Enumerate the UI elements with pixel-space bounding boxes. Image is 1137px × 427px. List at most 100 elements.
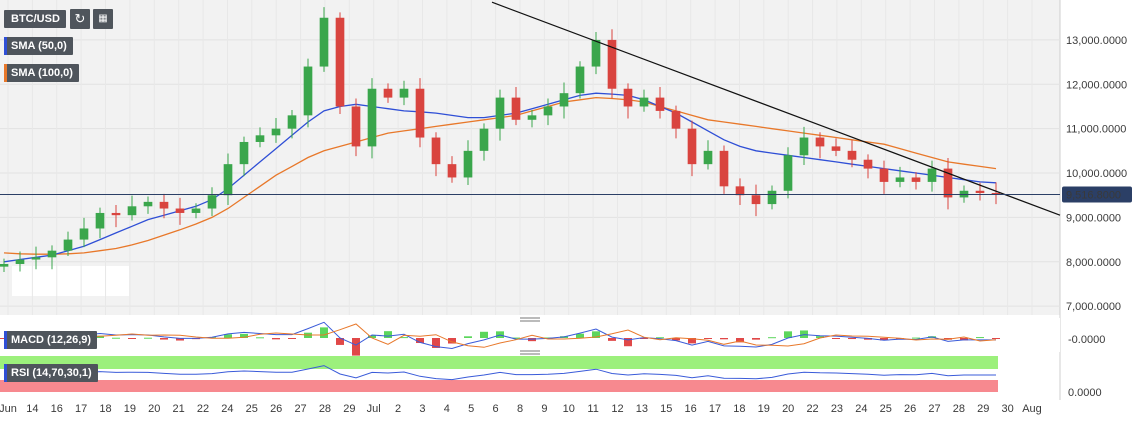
candle-body [255,135,265,142]
y-tick-label: 12,000.0000 [1066,79,1127,91]
macd-histogram-bar [448,338,456,344]
macd-histogram-bar [832,338,840,339]
macd-histogram-bar [256,337,264,339]
macd-histogram-bar [784,331,792,338]
macd-histogram-bar [816,336,824,338]
macd-histogram-bar [960,338,968,341]
candle-body [719,150,729,187]
macd-histogram-bar [880,338,888,341]
macd-histogram-bar [704,338,712,339]
candle-body [367,88,377,147]
macd-histogram-bar [768,337,776,339]
candle [895,166,905,188]
candle [191,203,201,219]
candle-body [767,190,777,205]
candle [335,12,345,115]
macd-histogram-bar [160,338,168,340]
candle-body [735,186,745,196]
x-tick-label: Jul [367,403,381,415]
candle-body [799,137,809,156]
candle-body [591,39,601,67]
macd-histogram-bar [640,338,648,339]
macd-legend[interactable]: MACD (12,26,9) [4,331,98,349]
grid [0,39,1060,307]
candle-body [15,259,25,264]
candle [671,105,681,139]
candle [783,147,793,199]
rsi-legend[interactable]: RSI (14,70,30,1) [4,364,98,382]
x-tick-label: 27 [294,403,306,415]
candle-body [239,141,249,165]
calendar-icon[interactable]: ▦ [93,9,113,29]
candle-body [287,115,297,129]
x-tick-label: 9 [541,403,547,415]
macd-histogram-bar [112,337,120,339]
candle-body [175,208,185,213]
candle [447,156,457,183]
candle-body [783,155,793,191]
candle [479,123,489,161]
candle-body [943,168,953,198]
candle-body [671,110,681,129]
x-tick-label: 15 [660,403,672,415]
candle-body [399,88,409,98]
blank-overlay [12,266,129,296]
candle [415,78,425,148]
candle [495,89,505,141]
sma50-color-tag [4,37,7,55]
candle-body [575,66,585,94]
refresh-icon[interactable]: ↻ [70,9,90,29]
candle-body [879,168,889,182]
macd-histogram-bar [96,335,104,338]
candle-body [159,201,169,209]
x-tick-label: 19 [758,403,770,415]
x-tick-label: 25 [880,403,892,415]
macd-histogram-bar [144,337,152,339]
x-tick-label: 25 [246,403,258,415]
macd-histogram-bar [336,338,344,345]
macd-histogram-bar [128,338,136,339]
macd-histogram-bar [688,338,696,344]
candle [287,110,297,139]
candle-body [687,128,697,165]
macd-histogram-bar [352,338,360,356]
macd-histogram-bar [272,338,280,340]
candle [703,140,713,170]
candle-body [479,128,489,151]
macd-histogram-bar [224,334,232,338]
macd-histogram-bar [592,331,600,338]
x-tick-label: 26 [270,403,282,415]
candle [511,86,521,126]
y-tick-label: 7,000.0000 [1066,301,1121,313]
candle [815,132,825,159]
candle [719,145,729,194]
x-tick-label: Aug [1022,403,1042,415]
candle [799,126,809,166]
candle-body [815,137,825,147]
x-tick-label: 29 [977,403,989,415]
candle [15,251,25,272]
x-axis: Jun 14 16 17 18 19 20 21 22 24 25 26 27 28 29 Jul 2 3 4 5 6 8… [0,403,1042,415]
candle-body [111,212,121,216]
x-tick-label: 20 [148,403,160,415]
x-tick-label: 10 [563,403,575,415]
sma100-legend[interactable]: SMA (100,0) [4,64,79,82]
candle [847,140,857,168]
candle [863,154,873,179]
candle [143,196,153,214]
macd-color-tag [4,331,7,349]
candle-body [191,208,201,213]
candle [543,98,553,126]
trendline [491,1,1061,216]
symbol-label[interactable]: BTC/USD [4,10,66,28]
macd-histogram-bar [720,338,728,340]
candle-body [127,206,137,216]
macd-histogram-bar [992,338,1000,339]
candle-body [351,106,361,147]
candle [431,132,441,177]
x-tick-label: 13 [636,403,648,415]
sma50-legend[interactable]: SMA (50,0) [4,37,73,55]
candle [831,138,841,157]
macd-histogram-bar [608,338,616,341]
